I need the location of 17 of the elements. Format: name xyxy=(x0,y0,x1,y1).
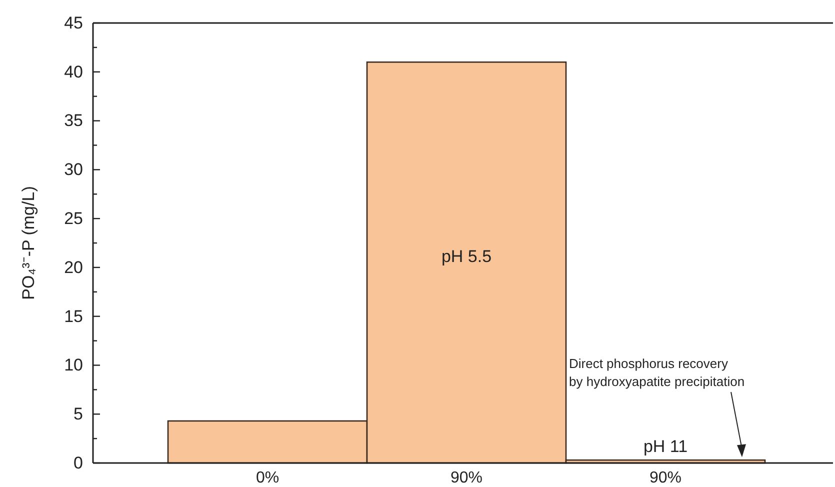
y-tick-label: 20 xyxy=(64,258,83,277)
y-tick-label: 45 xyxy=(64,13,83,32)
y-tick-label: 15 xyxy=(64,306,83,326)
x-tick-label: 90% xyxy=(450,469,483,486)
x-tick-label: 0% xyxy=(256,469,280,486)
y-tick-label: 30 xyxy=(64,160,83,180)
y-tick-label: 35 xyxy=(64,111,83,130)
y-tick-label: 5 xyxy=(74,404,83,424)
y-tick-label: 10 xyxy=(64,356,83,375)
annotation: Direct phosphorus recovery by hydroxyapatite precipitation xyxy=(569,356,745,389)
y-tick-label: 0 xyxy=(74,453,83,472)
y-tick-label: 25 xyxy=(64,208,83,228)
annotation: pH 11 xyxy=(643,437,688,456)
annotation: pH 5.5 xyxy=(441,247,492,266)
y-axis-title: PO₄³⁻-P (mg/L) xyxy=(19,186,38,300)
y-tick-label: 40 xyxy=(64,62,83,82)
x-tick-label: 90% xyxy=(649,469,682,486)
